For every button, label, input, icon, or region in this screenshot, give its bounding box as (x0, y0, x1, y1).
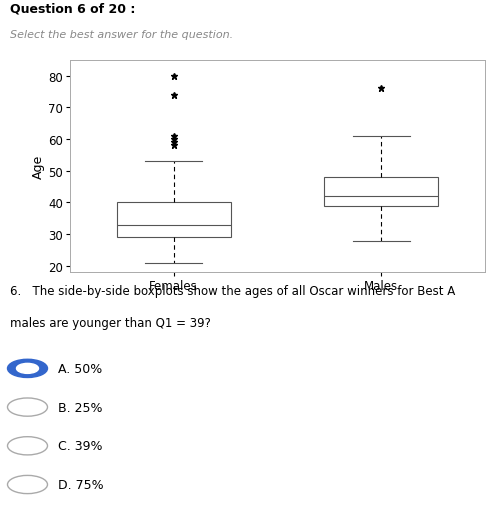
Text: 6.   The side-by-side boxplots show the ages of all Oscar winners for Best A: 6. The side-by-side boxplots show the ag… (10, 285, 455, 297)
Text: B. 25%: B. 25% (58, 401, 102, 414)
PathPatch shape (116, 203, 231, 238)
Text: C. 39%: C. 39% (58, 439, 102, 452)
PathPatch shape (324, 178, 438, 206)
Circle shape (16, 364, 38, 374)
Text: Select the best answer for the question.: Select the best answer for the question. (10, 30, 233, 40)
Text: Question 6 of 20 :: Question 6 of 20 : (10, 3, 136, 16)
Circle shape (8, 437, 48, 455)
Circle shape (8, 476, 48, 494)
Circle shape (8, 398, 48, 416)
Text: A. 50%: A. 50% (58, 362, 102, 375)
Circle shape (8, 360, 48, 378)
Text: males are younger than Q1 = 39?: males are younger than Q1 = 39? (10, 316, 211, 329)
Text: D. 75%: D. 75% (58, 478, 103, 491)
Y-axis label: Age: Age (32, 155, 46, 179)
